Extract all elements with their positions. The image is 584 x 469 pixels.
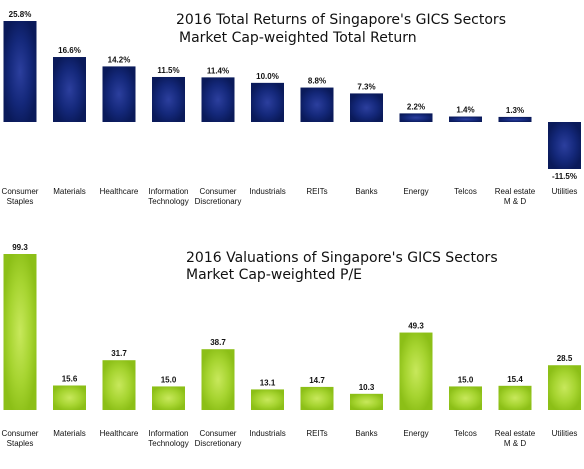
category-label: M & D [504, 439, 526, 448]
category-label: Information [148, 187, 188, 196]
data-label: 99.3 [12, 243, 28, 252]
category-label: Real estate [495, 187, 536, 196]
category-label: Banks [355, 187, 377, 196]
bar [449, 386, 482, 410]
data-label: 15.0 [161, 375, 177, 384]
category-label: Materials [53, 187, 85, 196]
category-label: Consumer [2, 187, 39, 196]
bar [350, 393, 383, 410]
category-label: Discretionary [195, 197, 242, 206]
data-label: 10.3 [359, 383, 375, 392]
category-label: Industrials [249, 429, 285, 438]
bar [300, 386, 334, 410]
bar [251, 389, 284, 410]
category-label: Consumer [200, 429, 237, 438]
data-label: 10.0% [256, 72, 279, 81]
data-label: 38.7 [210, 338, 226, 347]
category-label: REITs [306, 429, 327, 438]
category-label: REITs [306, 187, 327, 196]
bar [300, 87, 334, 122]
bar [449, 116, 482, 122]
bar [152, 76, 185, 122]
bar [548, 122, 581, 169]
bar [399, 332, 433, 410]
data-label: 2.2% [407, 102, 425, 111]
bar [102, 66, 136, 122]
category-label: Discretionary [195, 439, 242, 448]
category-label: Healthcare [100, 429, 139, 438]
category-label: Information [148, 429, 188, 438]
bar [3, 21, 37, 122]
data-label: 15.4 [507, 375, 523, 384]
data-label: 15.6 [62, 374, 78, 383]
bar [3, 254, 37, 410]
data-label: 28.5 [557, 354, 573, 363]
data-label: 15.0 [458, 375, 474, 384]
category-label: Telcos [454, 187, 477, 196]
data-label: 25.8% [9, 10, 32, 19]
chart-title: 2016 Total Returns of Singapore's GICS S… [176, 12, 506, 28]
data-label: 11.5% [157, 66, 179, 75]
bar [399, 113, 433, 122]
bar [251, 82, 284, 122]
data-label: 16.6% [58, 46, 81, 55]
category-label: Energy [403, 187, 428, 196]
data-label: 13.1 [260, 378, 276, 387]
category-label: M & D [504, 197, 526, 206]
category-label: Staples [7, 197, 34, 206]
bar [548, 365, 581, 410]
category-label: Banks [355, 429, 377, 438]
category-label: Consumer [2, 429, 39, 438]
category-label: Technology [148, 197, 188, 206]
category-label: Utilities [552, 187, 578, 196]
chart-title: 2016 Valuations of Singapore's GICS Sect… [186, 250, 498, 266]
bar [152, 386, 185, 410]
chart-subtitle: Market Cap-weighted Total Return [179, 30, 417, 46]
category-label: Energy [403, 429, 428, 438]
data-label: 7.3% [357, 82, 375, 91]
bar [498, 116, 532, 122]
data-label: -11.5% [552, 172, 577, 181]
valuations-chart: 2016 Valuations of Singapore's GICS Sect… [2, 243, 581, 448]
category-label: Consumer [200, 187, 237, 196]
data-label: 31.7 [111, 349, 127, 358]
bar [53, 57, 86, 122]
chart-subtitle: Market Cap-weighted P/E [186, 267, 362, 283]
data-label: 11.4% [207, 66, 229, 75]
bar [350, 93, 383, 122]
category-label: Real estate [495, 429, 536, 438]
data-label: 49.3 [408, 322, 424, 331]
bar [102, 360, 136, 410]
total-returns-chart: 2016 Total Returns of Singapore's GICS S… [2, 10, 581, 206]
bar [201, 349, 235, 410]
bar [498, 385, 532, 410]
category-label: Utilities [552, 429, 578, 438]
category-label: Technology [148, 439, 188, 448]
category-label: Industrials [249, 187, 285, 196]
category-label: Telcos [454, 429, 477, 438]
bar [53, 385, 86, 410]
data-label: 8.8% [308, 77, 326, 86]
category-label: Staples [7, 439, 34, 448]
bar [201, 77, 235, 122]
data-label: 1.4% [456, 106, 474, 115]
data-label: 14.7 [309, 376, 325, 385]
data-label: 14.2% [108, 55, 131, 64]
data-label: 1.3% [506, 106, 524, 115]
category-label: Healthcare [100, 187, 139, 196]
category-label: Materials [53, 429, 85, 438]
